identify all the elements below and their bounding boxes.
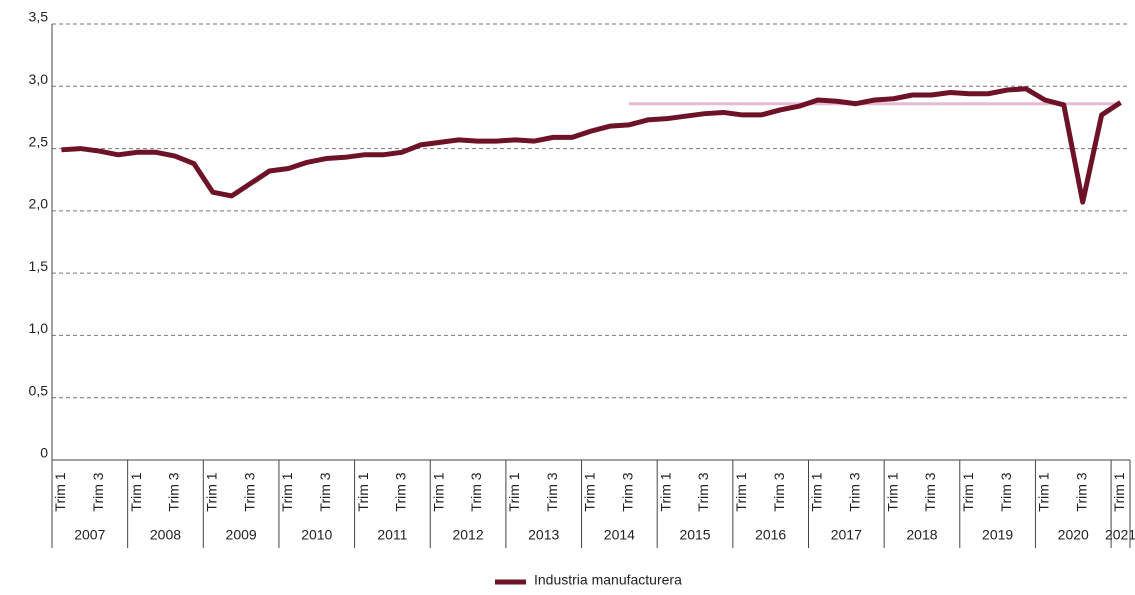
year-label: 2009 [226,527,257,543]
year-label: 2010 [301,527,332,543]
year-label: 2017 [831,527,862,543]
data-line [61,86,1122,205]
year-label: 2011 [377,527,407,543]
x-tick-label: Trim 3 [922,472,938,511]
year-label: 2012 [452,527,483,543]
x-tick-label: Trim 3 [393,472,409,511]
x-tick-label: Trim 3 [695,472,711,511]
x-tick-label: Trim 1 [1111,472,1127,511]
y-tick-label: 2,0 [29,196,49,212]
year-label: 2007 [74,527,105,543]
x-tick-label: Trim 1 [1036,472,1052,511]
y-tick-label: 0,5 [29,382,49,398]
y-tick-label: 3,5 [29,9,49,25]
x-tick-label: Trim 3 [317,472,333,511]
x-tick-label: Trim 1 [355,472,371,511]
legend-label: Industria manufacturera [534,572,682,588]
y-tick-label: 1,0 [29,320,49,336]
year-label: 2016 [755,527,786,543]
x-tick-label: Trim 1 [733,472,749,511]
x-tick-label: Trim 1 [279,472,295,511]
x-tick-label: Trim 3 [166,472,182,511]
year-label: 2013 [528,527,559,543]
y-tick-label: 0 [40,445,48,461]
x-tick-label: Trim 1 [203,472,219,511]
x-tick-label: Trim 1 [430,472,446,511]
year-label: 2008 [150,527,181,543]
x-tick-label: Trim 1 [884,472,900,511]
year-label: 2021 [1105,527,1135,543]
x-tick-label: Trim 1 [657,472,673,511]
x-tick-label: Trim 3 [771,472,787,511]
year-label: 2015 [679,527,710,543]
x-tick-label: Trim 3 [998,472,1014,511]
year-label: 2019 [982,527,1013,543]
x-tick-label: Trim 3 [544,472,560,511]
x-tick-label: Trim 1 [582,472,598,511]
x-tick-label: Trim 1 [960,472,976,511]
x-tick-label: Trim 1 [52,472,68,511]
y-tick-label: 2,5 [29,133,49,149]
x-tick-label: Trim 1 [128,472,144,511]
year-label: 2018 [906,527,937,543]
x-tick-label: Trim 3 [241,472,257,511]
x-tick-label: Trim 1 [506,472,522,511]
x-tick-label: Trim 3 [846,472,862,511]
year-label: 2020 [1058,527,1089,543]
x-tick-label: Trim 3 [1073,472,1089,511]
year-label: 2014 [604,527,635,543]
x-tick-label: Trim 3 [620,472,636,511]
x-tick-label: Trim 3 [468,472,484,511]
x-tick-label: Trim 3 [90,472,106,511]
y-tick-label: 1,5 [29,258,49,274]
x-tick-label: Trim 1 [809,472,825,511]
y-tick-label: 3,0 [29,71,49,87]
